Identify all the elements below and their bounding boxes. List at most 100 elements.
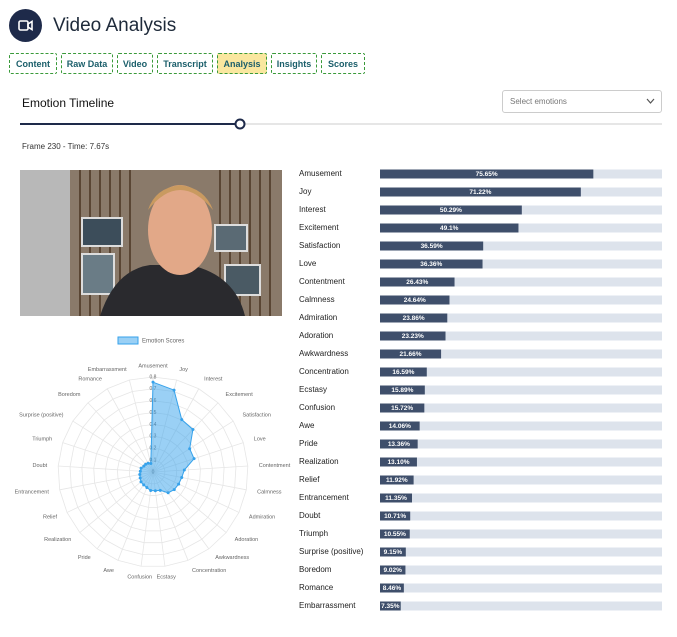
value-label: 71.22% <box>469 189 491 196</box>
axis-label: Relief <box>43 515 58 521</box>
radar-point <box>188 447 192 451</box>
spoke <box>87 402 154 473</box>
frame-info: Frame 230 - Time: 7.67s <box>22 142 110 151</box>
value-label: 15.72% <box>391 405 413 412</box>
bar <box>380 403 425 413</box>
axis-label: Admiration <box>249 515 275 521</box>
radar-point <box>192 457 196 461</box>
emotion-select[interactable]: Select emotions <box>502 90 662 113</box>
axis-label: Calmness <box>257 489 282 495</box>
bar-track <box>380 583 662 593</box>
emotion-label: Adoration <box>299 331 333 340</box>
tab[interactable]: Scores <box>321 53 365 74</box>
emotion-label: Relief <box>299 475 320 484</box>
value-label: 21.66% <box>400 351 422 358</box>
axis-label: Pride <box>78 555 91 561</box>
radar-point <box>166 491 170 495</box>
emotion-label: Love <box>299 259 317 268</box>
bar <box>380 223 519 233</box>
radar-chart: Emotion Scores Amusement Joy Interest Excite… <box>15 336 291 581</box>
axis-label: Concentration <box>192 568 226 574</box>
value-label: 23.86% <box>403 315 425 322</box>
section-title: Emotion Timeline <box>22 96 115 110</box>
axis-label: Confusion <box>127 575 152 581</box>
value-label: 11.92% <box>386 477 408 484</box>
slider-handle[interactable] <box>234 118 246 130</box>
header-icon <box>9 9 42 42</box>
emotion-label: Concentration <box>299 367 349 376</box>
bar <box>380 511 411 521</box>
emotion-label: Romance <box>299 583 334 592</box>
radar-point <box>149 462 153 466</box>
timeline-slider[interactable] <box>18 116 666 132</box>
axis-label: Awkwardness <box>215 555 249 561</box>
bar <box>380 547 406 557</box>
value-label: 15.89% <box>391 387 413 394</box>
radar-point <box>191 427 195 431</box>
axis-label: Embarrassment <box>88 367 127 373</box>
emotion-label: Awe <box>299 421 315 430</box>
axis-label: Adoration <box>235 537 259 543</box>
bar-track <box>380 313 662 323</box>
tab[interactable]: Transcript <box>157 53 213 74</box>
bar <box>380 583 404 593</box>
axis-label: Love <box>254 437 266 443</box>
bar <box>380 277 455 287</box>
tab[interactable]: Analysis <box>217 53 267 74</box>
bar-track <box>380 367 662 377</box>
bar <box>380 601 401 611</box>
bar-track <box>380 241 662 251</box>
radar-point <box>158 488 162 492</box>
value-label: 11.35% <box>385 495 407 502</box>
radar-point <box>180 475 184 479</box>
bar-track <box>380 295 662 305</box>
spoke <box>62 442 154 473</box>
select-placeholder: Select emotions <box>510 97 567 106</box>
video-frame <box>20 170 282 316</box>
bar-track <box>380 259 662 269</box>
emotion-label: Confusion <box>299 403 335 412</box>
tab[interactable]: Video <box>117 53 153 74</box>
bar-track <box>380 565 662 575</box>
tab[interactable]: Insights <box>271 53 317 74</box>
emotion-label: Surprise (positive) <box>299 547 364 556</box>
bar-track <box>380 457 662 467</box>
radar-point <box>142 483 146 487</box>
axis-label: Realization <box>44 537 71 543</box>
bar <box>380 493 413 503</box>
bar <box>380 205 522 215</box>
axis-label: Joy <box>179 367 188 373</box>
bar-track <box>380 475 662 485</box>
tab[interactable]: Content <box>9 53 57 74</box>
emotion-label: Admiration <box>299 313 337 322</box>
value-label: 24.64% <box>404 297 426 304</box>
value-label: 13.36% <box>388 441 410 448</box>
emotion-label: Satisfaction <box>299 241 340 250</box>
value-label: 49.1% <box>440 225 459 232</box>
grid-line <box>105 424 201 520</box>
tab[interactable]: Raw Data <box>61 53 113 74</box>
spoke <box>59 471 154 491</box>
emotion-label: Doubt <box>299 511 321 520</box>
axis-label: Ecstasy <box>157 575 177 581</box>
value-label: 50.29% <box>440 207 462 214</box>
radar-point <box>172 388 176 392</box>
emotion-label: Realization <box>299 457 339 466</box>
bar-track <box>380 493 662 503</box>
bar <box>380 457 417 467</box>
bar <box>380 241 484 251</box>
emotion-label: Boredom <box>299 565 332 574</box>
bar-track <box>380 349 662 359</box>
value-label: 13.10% <box>387 459 409 466</box>
value-label: 26.43% <box>406 279 428 286</box>
axis-label: Interest <box>204 377 223 383</box>
axis-label: Entrancement <box>15 489 50 495</box>
bar-track <box>380 601 662 611</box>
axis-label: Amusement <box>138 363 168 369</box>
spoke <box>128 379 154 473</box>
bar <box>380 385 425 395</box>
radar-point <box>180 418 184 422</box>
radar-point <box>182 468 186 472</box>
legend-swatch <box>117 336 139 345</box>
axis-label: Satisfaction <box>242 413 270 419</box>
